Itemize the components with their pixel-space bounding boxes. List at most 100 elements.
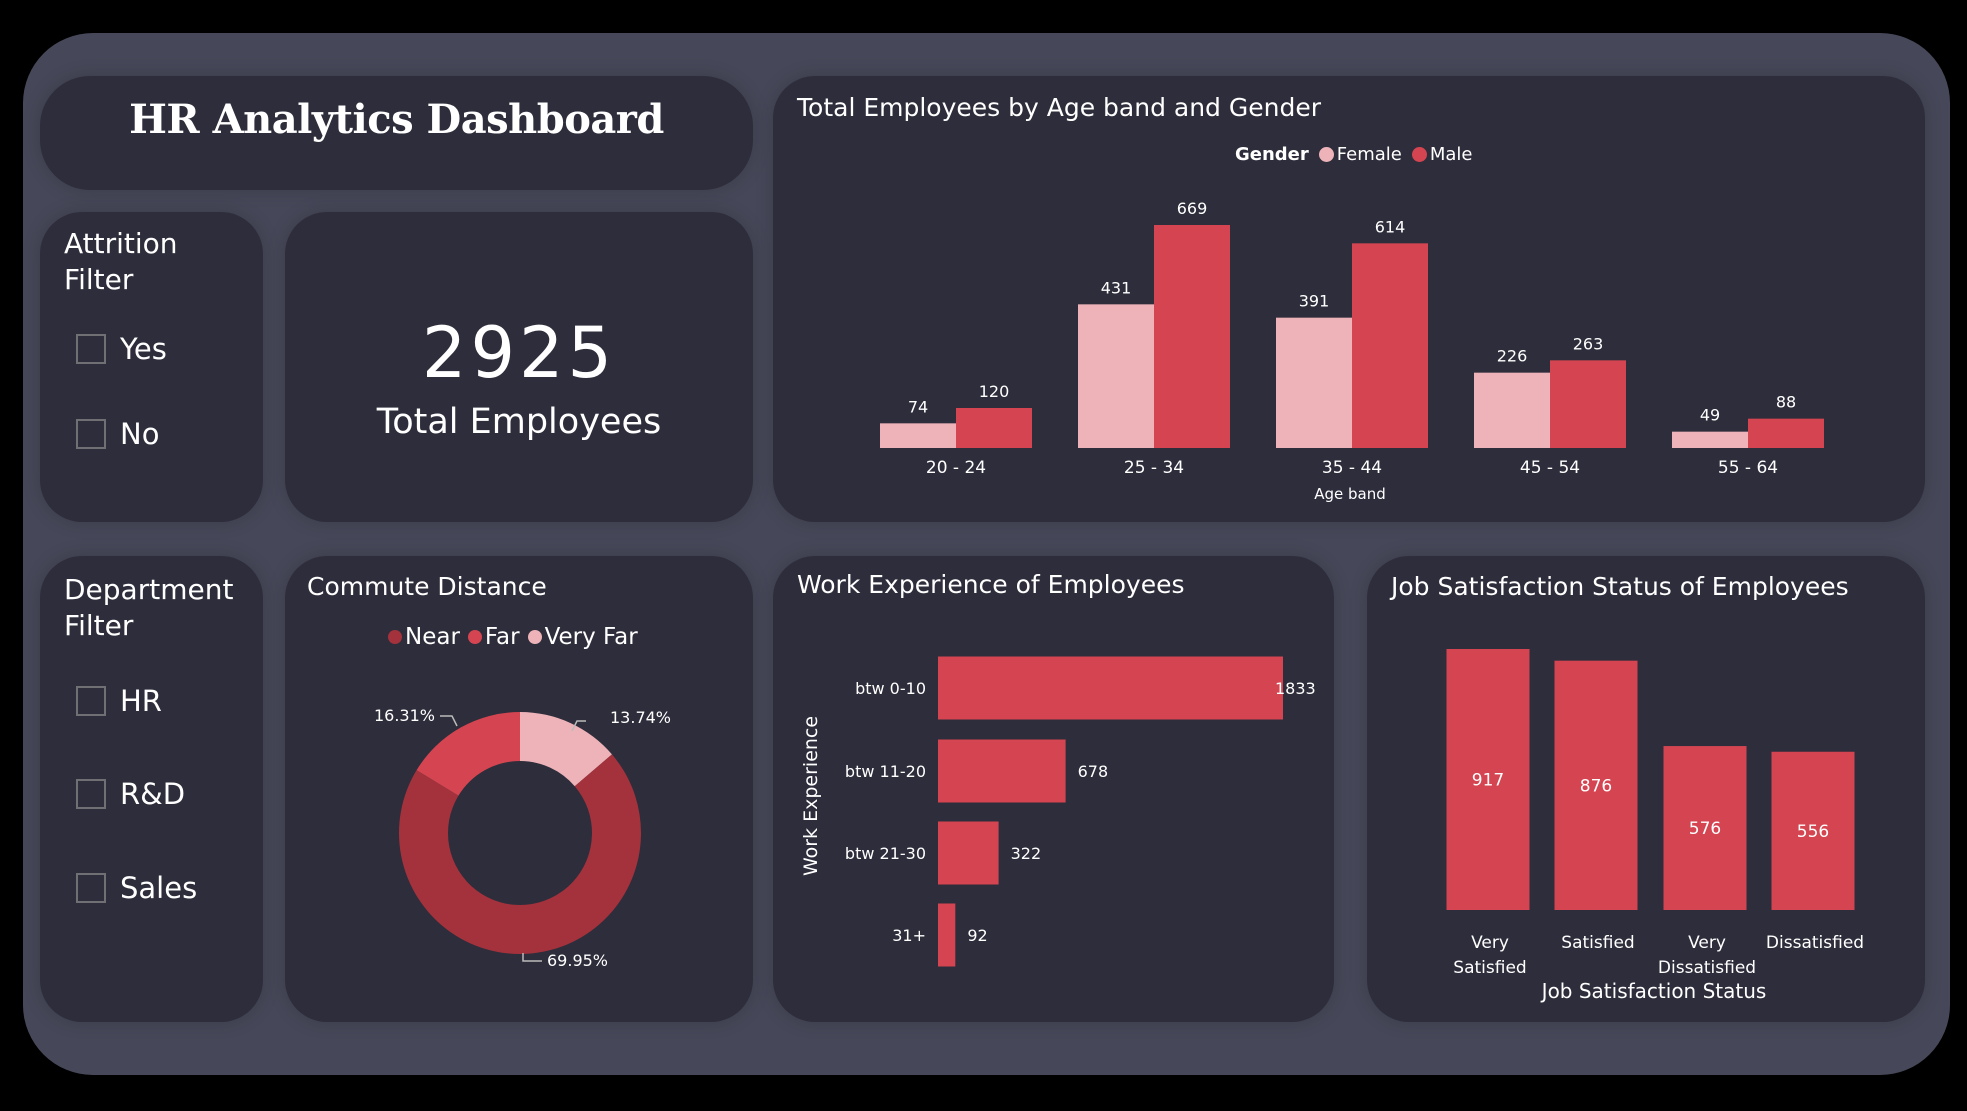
legend-label: Female bbox=[1336, 144, 1402, 165]
donut-slice-near bbox=[398, 754, 641, 954]
bar-female bbox=[1474, 372, 1550, 448]
legend-item-far[interactable]: Far bbox=[467, 624, 520, 650]
legend-item-near[interactable]: Near bbox=[388, 624, 460, 650]
data-label: 391 bbox=[1299, 292, 1330, 311]
data-label: 74 bbox=[908, 397, 928, 416]
y-tick-label: btw 11-20 bbox=[845, 762, 926, 781]
x-tick-label: 45 - 54 bbox=[1520, 458, 1580, 478]
department-filter-card: Department Filter HR R&D Sales bbox=[40, 556, 263, 1022]
option-label: Yes bbox=[120, 332, 167, 366]
x-tick-label: Dissatisfied bbox=[1658, 958, 1756, 978]
x-tick-label: Very bbox=[1688, 933, 1726, 953]
legend-item-female[interactable]: Female bbox=[1318, 144, 1402, 165]
legend-item-male[interactable]: Male bbox=[1411, 144, 1473, 165]
data-label: 614 bbox=[1375, 217, 1406, 236]
filter-title-line: Department bbox=[64, 573, 234, 606]
x-tick-label: 20 - 24 bbox=[926, 458, 986, 478]
donut-slice-very-far bbox=[520, 712, 612, 787]
job-satisfaction-card: Job Satisfaction Status of Employees Job… bbox=[1367, 556, 1925, 1022]
option-label: HR bbox=[120, 684, 162, 718]
y-tick-label: 31+ bbox=[892, 926, 926, 945]
data-label: 431 bbox=[1101, 278, 1132, 297]
data-label: 226 bbox=[1497, 347, 1528, 366]
x-tick-label: Satisfied bbox=[1453, 958, 1526, 978]
leader-line bbox=[440, 715, 458, 727]
bar-male bbox=[1352, 243, 1428, 448]
x-axis-label: Job Satisfaction Status bbox=[1540, 979, 1767, 1003]
legend-dot bbox=[527, 630, 542, 644]
x-axis-label: Age band bbox=[1314, 485, 1386, 503]
kpi-label: Total Employees bbox=[376, 402, 662, 442]
data-label: 92 bbox=[967, 926, 987, 945]
attrition-option-no[interactable]: No bbox=[76, 417, 159, 451]
data-label: 263 bbox=[1573, 334, 1604, 353]
commute-distance-card: Commute Distance Near Far Very Far 13.74… bbox=[285, 556, 753, 1022]
chart-legend: Gender Female Male bbox=[1235, 144, 1483, 165]
total-employees-card: 2925 Total Employees bbox=[285, 212, 753, 522]
checkbox[interactable] bbox=[76, 334, 106, 364]
department-option-rd[interactable]: R&D bbox=[76, 777, 185, 811]
data-label: 88 bbox=[1776, 393, 1796, 412]
bar-male bbox=[1154, 225, 1230, 448]
bar-female bbox=[1276, 317, 1352, 448]
y-tick-label: btw 21-30 bbox=[845, 844, 926, 863]
bar-male bbox=[1748, 418, 1824, 448]
slice-label: 16.31% bbox=[374, 706, 435, 725]
filter-title-line: Filter bbox=[64, 263, 134, 296]
bar bbox=[938, 821, 999, 885]
legend-dot bbox=[1411, 147, 1427, 162]
filter-title-line: Filter bbox=[64, 609, 134, 642]
attrition-option-yes[interactable]: Yes bbox=[76, 332, 167, 366]
bar-male bbox=[956, 408, 1032, 448]
slice-label: 69.95% bbox=[547, 951, 608, 970]
bar-female bbox=[1672, 431, 1748, 448]
leader-line bbox=[522, 953, 542, 962]
bar-female bbox=[1078, 304, 1154, 448]
data-label: 120 bbox=[979, 382, 1010, 401]
bar bbox=[1554, 660, 1638, 910]
page-title: HR Analytics Dashboard bbox=[129, 96, 664, 143]
bar bbox=[938, 903, 956, 967]
bar bbox=[1771, 751, 1855, 910]
leader-line bbox=[571, 720, 586, 732]
department-filter-title: Department Filter bbox=[64, 572, 233, 644]
data-label: 1833 bbox=[1275, 679, 1316, 698]
job-satisfaction-chart: Job Satisfaction Status 917 Very Satisfied… bbox=[1446, 649, 1864, 1003]
department-option-hr[interactable]: HR bbox=[76, 684, 162, 718]
data-label: 876 bbox=[1580, 776, 1612, 796]
x-tick-label: 25 - 34 bbox=[1124, 458, 1184, 478]
attrition-filter-title: Attrition Filter bbox=[64, 226, 178, 298]
legend-label: Male bbox=[1429, 144, 1473, 165]
legend-dot bbox=[1318, 147, 1334, 162]
data-label: 917 bbox=[1472, 771, 1504, 791]
x-tick-label: Dissatisfied bbox=[1766, 933, 1864, 953]
legend-dot bbox=[467, 630, 482, 644]
department-option-sales[interactable]: Sales bbox=[76, 871, 197, 905]
bar bbox=[1663, 746, 1747, 910]
chart-title: Commute Distance bbox=[307, 572, 547, 601]
legend-dot bbox=[388, 630, 402, 644]
checkbox[interactable] bbox=[76, 419, 106, 449]
donut-slice-far bbox=[416, 712, 520, 796]
legend-item-very-far[interactable]: Very Far bbox=[527, 624, 638, 650]
checkbox[interactable] bbox=[76, 779, 106, 809]
work-experience-chart: Work Experience btw 0-10 1833 btw 11-20 678… bbox=[800, 656, 1316, 967]
y-tick-label: btw 0-10 bbox=[855, 679, 926, 698]
legend-label: Very Far bbox=[544, 624, 638, 650]
data-label: 49 bbox=[1700, 406, 1720, 425]
x-tick-label: 55 - 64 bbox=[1718, 458, 1778, 478]
option-label: Sales bbox=[120, 871, 198, 905]
legend-label: Far bbox=[484, 624, 520, 650]
chart-legend: Near Far Very Far bbox=[388, 624, 648, 650]
checkbox[interactable] bbox=[76, 686, 106, 716]
legend-title: Gender bbox=[1235, 144, 1309, 165]
checkbox[interactable] bbox=[76, 873, 106, 903]
x-tick-label: Satisfied bbox=[1561, 933, 1634, 953]
work-experience-card: Work Experience of Employees Work Experi… bbox=[773, 556, 1334, 1022]
bar-male bbox=[1550, 360, 1626, 448]
filter-title-line: Attrition bbox=[64, 227, 178, 260]
x-tick-label: 35 - 44 bbox=[1322, 458, 1382, 478]
bar-female bbox=[880, 423, 956, 448]
bar bbox=[938, 656, 1283, 720]
title-card: HR Analytics Dashboard bbox=[40, 76, 753, 190]
